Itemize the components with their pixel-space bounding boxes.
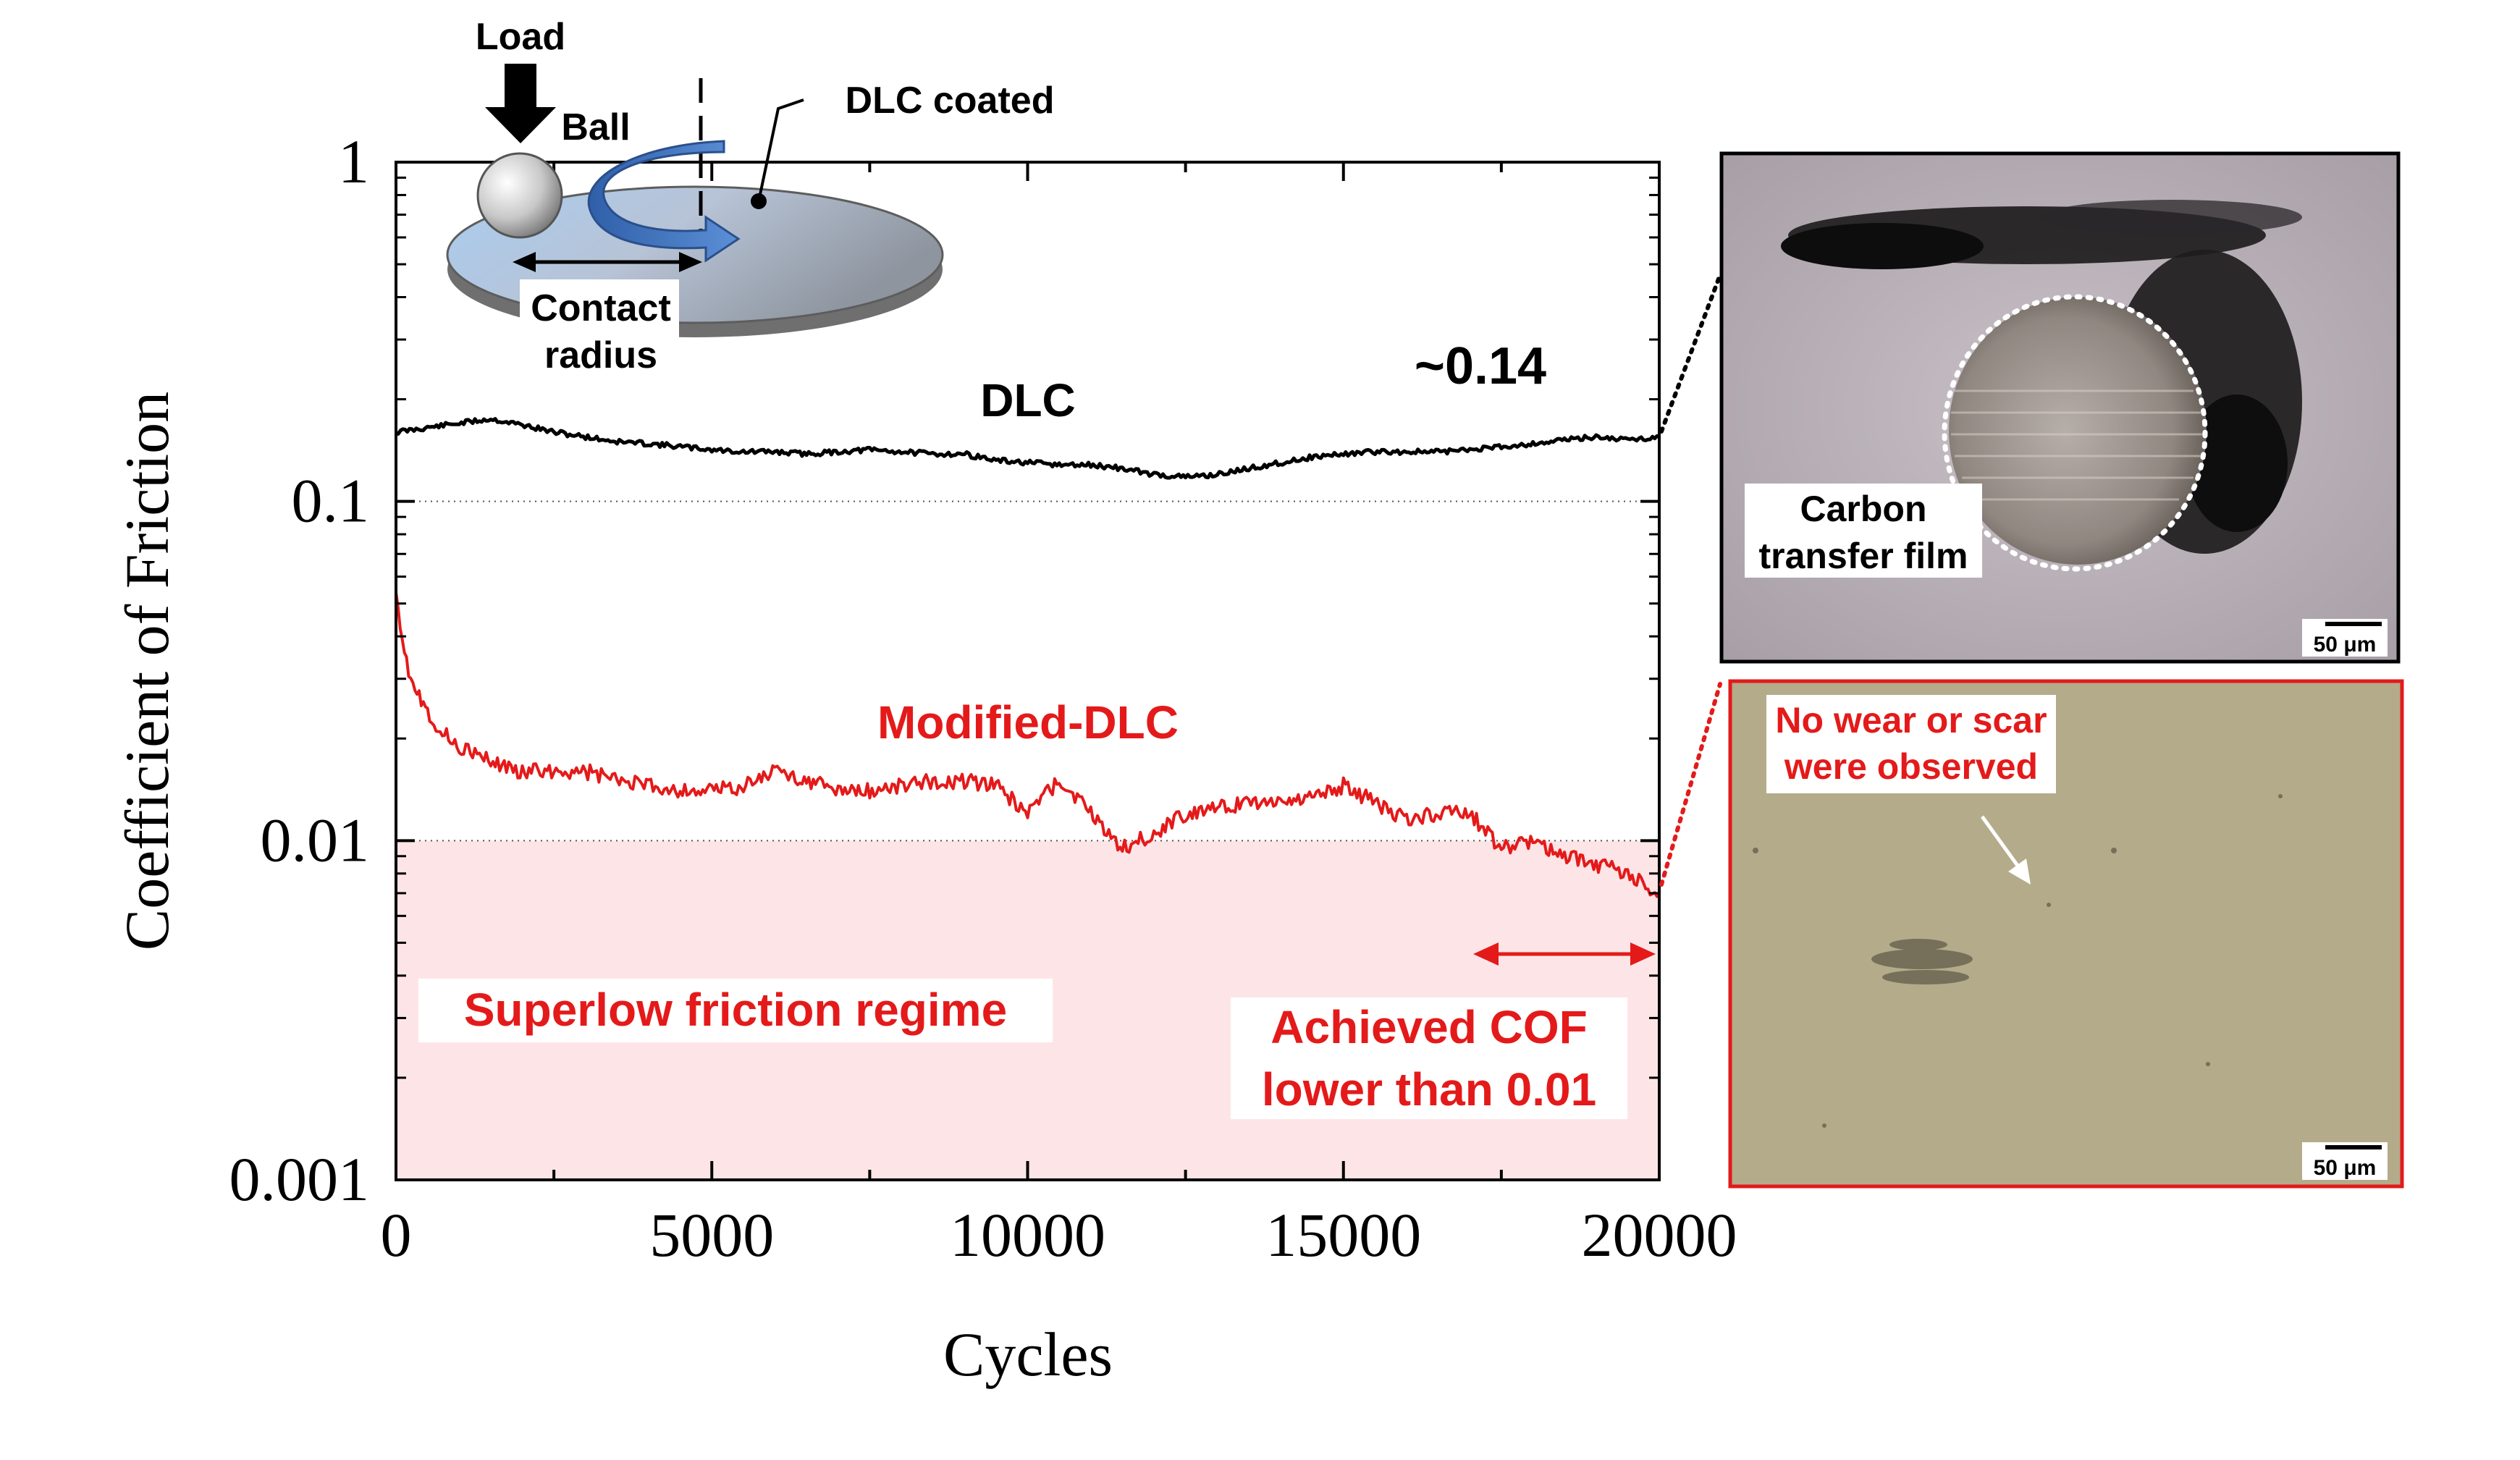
carbon-transfer-label-line1: Carbon [1800,489,1927,529]
x-tick-label: 5000 [649,1200,774,1270]
ball-label: Ball [561,106,630,148]
top-scale-label: 50 μm [2314,633,2377,657]
bottom-micrograph: No wear or scar were observed 50 μm [1728,679,2404,1189]
coated-leader-line [757,98,804,202]
top-label-bg [1745,484,1982,578]
bottom-scale-label: 50 μm [2314,1156,2377,1180]
gridlines [396,500,1659,842]
load-label: Load [476,16,565,58]
ball [476,152,563,239]
contact-radius-label-line1: Contact [531,287,671,329]
load-arrow-shaft [505,64,536,109]
y-tick-label: 0.1 [292,466,370,536]
contact-radius-label-line2: radius [544,334,657,376]
contact-radius-arrow [513,252,702,272]
no-wear-label-line2: were observed [1784,746,2038,787]
carbon-transfer-label-line2: transfer film [1759,536,1968,576]
contact-circle-outline [1942,294,2208,572]
dlc-value-annotation: ~0.14 [1415,337,1546,395]
y-tick-label: 0.01 [261,805,370,874]
top-micrograph: Carbon transfer film 50 μm [1719,151,2401,664]
x-tick-label: 15000 [1265,1200,1421,1270]
contact-label-bg [520,279,679,382]
series-line-dlc [396,417,1659,480]
superlow-regime-label: Superlow friction regime [464,984,1007,1036]
bottom-label-bg [1766,695,2056,793]
tribometer-schematic: Load Ball DLC coated Contact radius [446,16,1055,382]
modified-dlc-series-label: Modified-DLC [877,696,1179,748]
no-wear-label-line1: No wear or scar [1775,700,2047,740]
achieved-cof-label-line2: lower than 0.01 [1262,1063,1596,1115]
tick-labels: 0 5000 10000 15000 20000 0.001 0.01 0.1 1 [229,127,1737,1270]
rotation-arrow [587,140,741,263]
y-tick-label: 0.001 [229,1144,370,1214]
leader-to-bottom-micrograph [1659,682,1722,887]
x-tick-label: 20000 [1582,1200,1737,1270]
axis-ticks [395,161,1661,1181]
achieved-label-bg [1231,997,1627,1119]
x-tick-label: 0 [381,1200,412,1270]
range-double-arrow [1473,942,1656,966]
load-arrow-head [485,107,556,143]
x-axis-label: Cycles [943,1320,1113,1389]
y-axis-label: Coefficient of Friction [112,392,182,950]
regime-label-bg [418,979,1053,1042]
observation-arrow [1980,815,2031,885]
achieved-cof-label-line1: Achieved COF [1270,1001,1587,1053]
dlc-coated-label: DLC coated [846,80,1055,122]
dlc-series-label: DLC [980,374,1076,426]
leader-to-top-micrograph [1659,273,1722,434]
y-tick-label: 1 [338,127,369,196]
x-tick-label: 10000 [950,1200,1105,1270]
series-line-modified-dlc [396,592,1659,898]
